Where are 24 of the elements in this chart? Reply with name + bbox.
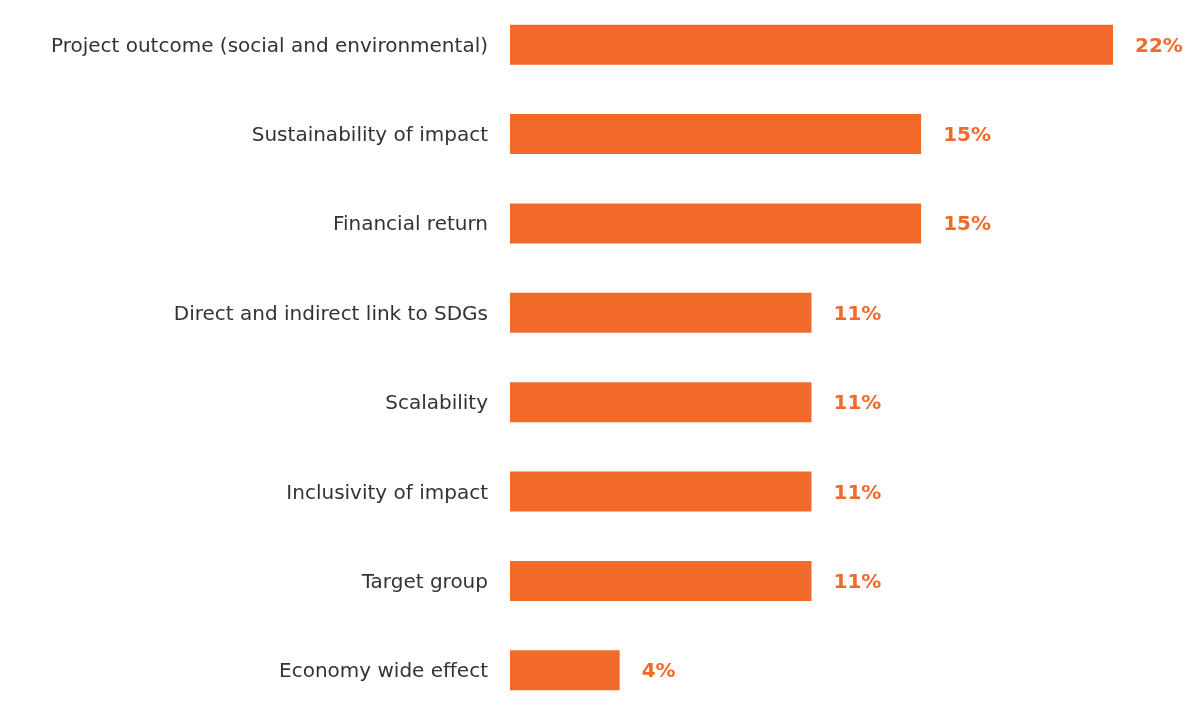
data-label: 15% [943, 211, 992, 236]
y-tick-label: Inclusivity of impact [286, 479, 489, 504]
bar [510, 560, 812, 601]
data-label: 4% [641, 658, 676, 683]
y-tick-label: Sustainability of impact [251, 122, 489, 147]
data-label: 11% [833, 390, 882, 415]
bar [510, 650, 620, 691]
bar [510, 203, 922, 244]
bar [510, 114, 922, 155]
bar [510, 292, 812, 333]
y-tick-label: Target group [360, 568, 488, 593]
y-tick-label: Project outcome (social and environmental) [50, 32, 488, 57]
data-label: 15% [943, 122, 992, 147]
data-label: 11% [833, 300, 882, 325]
y-tick-label: Economy wide effect [279, 658, 489, 683]
y-tick-label: Direct and indirect link to SDGs [173, 300, 488, 325]
bar [510, 382, 812, 423]
y-tick-label: Financial return [332, 211, 488, 236]
data-label: 11% [833, 479, 882, 504]
data-label: 11% [833, 568, 882, 593]
bar [510, 471, 812, 512]
y-tick-label: Scalability [385, 390, 489, 415]
data-label: 22% [1135, 32, 1183, 57]
bar [510, 24, 1113, 65]
